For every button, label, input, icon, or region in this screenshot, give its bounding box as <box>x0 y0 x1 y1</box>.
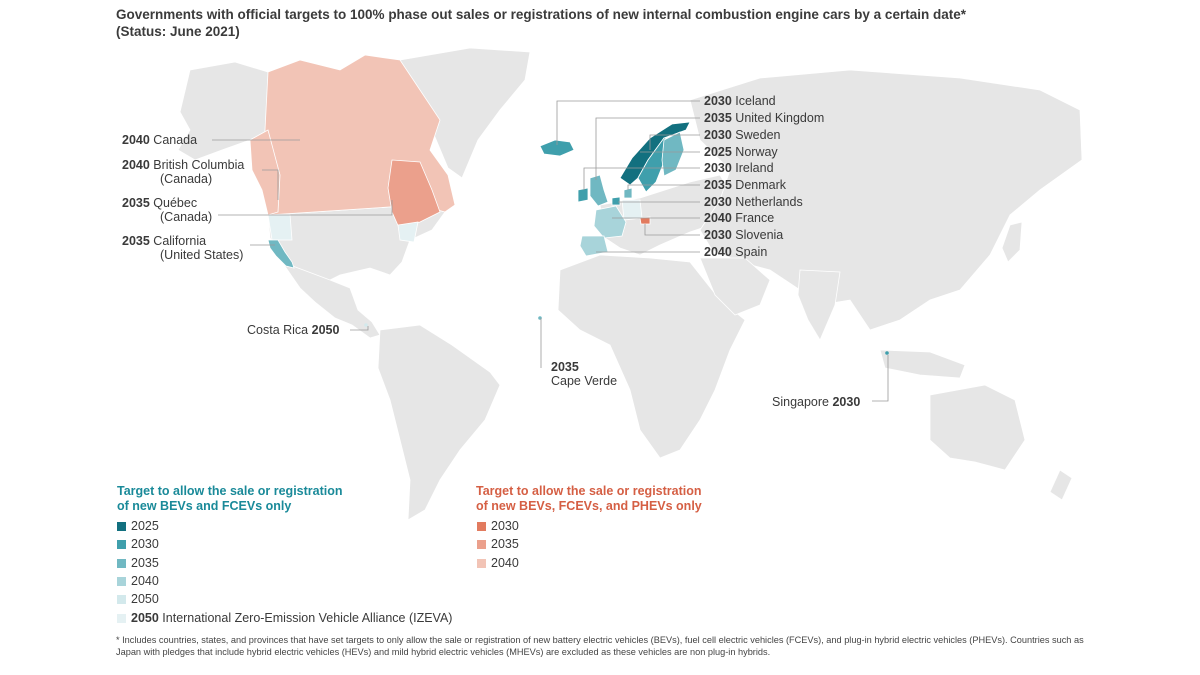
marker-singapore <box>885 351 889 355</box>
label-quebec: 2035 Québec (Canada) <box>122 196 213 224</box>
swatch-teal-2050 <box>117 595 126 604</box>
label-sweden: 2030 Sweden <box>704 128 781 142</box>
region-iceland <box>539 139 575 157</box>
region-slovenia <box>639 216 651 225</box>
region-ireland <box>577 187 589 203</box>
leader-quebec <box>218 200 393 216</box>
label-iceland: 2030 Iceland <box>704 94 776 108</box>
legend-teal-2035: 2035 <box>117 556 159 570</box>
label-canada: 2040 Canada <box>122 133 198 147</box>
land-base <box>177 47 1083 521</box>
swatch-coral-2030 <box>477 522 486 531</box>
leader-lines <box>212 100 889 402</box>
label-united-kingdom: 2035 United Kingdom <box>704 111 825 125</box>
leader-bc <box>262 169 279 200</box>
leader-slovenia <box>644 224 700 236</box>
swatch-teal-2040 <box>117 577 126 586</box>
marker-costa-rica <box>364 323 368 327</box>
legend-teal-2040: 2040 <box>117 574 159 588</box>
land-south-america <box>377 324 501 521</box>
legend-izeva: 2050 International Zero-Emission Vehicle… <box>117 611 452 625</box>
land-japan <box>1001 221 1023 263</box>
label-cape-verde: 2035 Cape Verde <box>551 360 618 388</box>
legend-teal-2030: 2030 <box>117 537 159 551</box>
legend-teal-heading: Target to allow the sale or registration… <box>117 484 343 513</box>
legend-coral-2040: 2040 <box>477 556 519 570</box>
region-norway <box>619 121 691 186</box>
region-quebec <box>387 159 441 231</box>
land-india <box>797 269 841 341</box>
region-netherlands <box>611 196 621 206</box>
swatch-teal-2025 <box>117 522 126 531</box>
leader-uk <box>595 117 700 180</box>
land-australia <box>929 384 1026 471</box>
land-arabia <box>699 257 771 316</box>
region-denmark <box>623 187 633 199</box>
swatch-coral-2040 <box>477 559 486 568</box>
title-line-1: Governments with official targets to 100… <box>116 7 966 22</box>
label-norway: 2025 Norway <box>704 145 778 159</box>
land-mexico <box>280 261 381 339</box>
leader-sweden <box>649 134 700 150</box>
swatch-izeva <box>117 614 126 623</box>
map-title: Governments with official targets to 100… <box>116 6 1116 40</box>
leader-singapore <box>872 355 889 402</box>
leader-iceland <box>556 100 700 145</box>
title-line-2: (Status: June 2021) <box>116 24 240 39</box>
region-finland <box>661 131 685 177</box>
legend-teal-2050: 2050 <box>117 592 159 606</box>
swatch-teal-2035 <box>117 559 126 568</box>
legend-teal-2025: 2025 <box>117 519 159 533</box>
leader-costa-rica <box>350 326 369 331</box>
label-british-columbia: 2040 British Columbia (Canada) <box>122 158 245 186</box>
region-izeva-us-east <box>397 221 419 243</box>
region-izeva-europe <box>621 199 643 221</box>
label-california: 2035 California (United States) <box>122 234 244 262</box>
land-new-zealand <box>1049 469 1073 501</box>
land-indonesia <box>879 349 966 379</box>
land-asia <box>689 69 1083 331</box>
label-ireland: 2030 Ireland <box>704 161 774 175</box>
footnote: * Includes countries, states, and provin… <box>116 635 1084 657</box>
region-spain <box>579 235 609 257</box>
leader-denmark <box>627 184 700 190</box>
label-costa-rica: Costa Rica 2050 <box>247 323 340 337</box>
swatch-coral-2035 <box>477 540 486 549</box>
region-british-columbia <box>249 129 281 216</box>
region-izeva-us <box>267 213 293 241</box>
label-france: 2040 France <box>704 211 775 225</box>
swatch-teal-2030 <box>117 540 126 549</box>
legend-coral-2035: 2035 <box>477 537 519 551</box>
region-united-kingdom <box>589 174 609 207</box>
legend-coral-heading: Target to allow the sale or registration… <box>476 484 702 513</box>
land-alaska <box>177 61 269 161</box>
leader-ireland <box>583 167 700 190</box>
label-singapore: Singapore 2030 <box>772 395 861 409</box>
region-france <box>593 205 627 239</box>
label-denmark: 2035 Denmark <box>704 178 787 192</box>
label-spain: 2040 Spain <box>704 245 768 259</box>
label-netherlands: 2030 Netherlands <box>704 195 803 209</box>
region-california <box>267 239 295 269</box>
label-slovenia: 2030 Slovenia <box>704 228 784 242</box>
land-africa <box>557 254 746 459</box>
legend-coral-2030: 2030 <box>477 519 519 533</box>
